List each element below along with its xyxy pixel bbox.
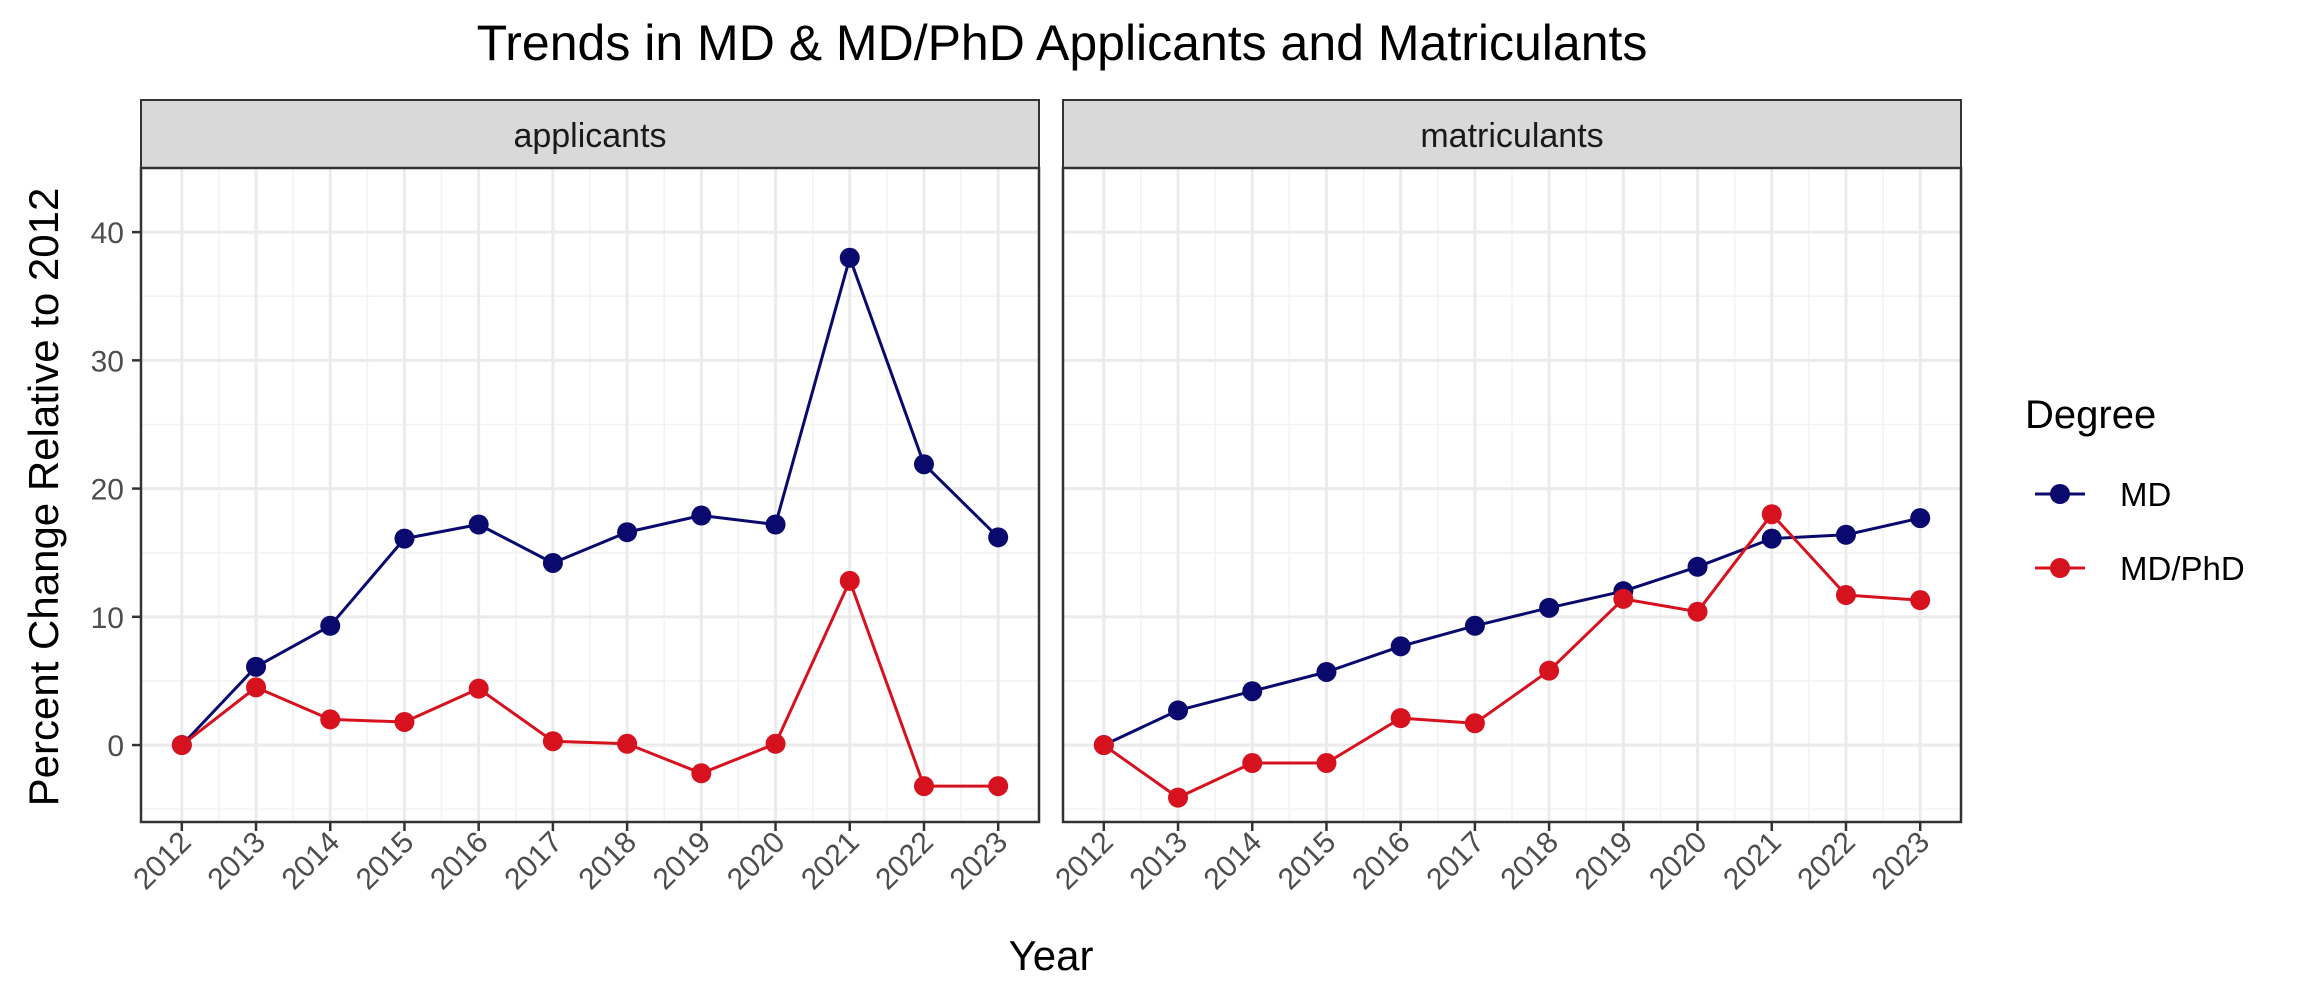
y-tick-label: 0 bbox=[107, 730, 124, 763]
data-point-md bbox=[1539, 597, 1560, 618]
data-point-mdphd bbox=[1093, 735, 1114, 756]
data-point-md bbox=[765, 514, 786, 535]
data-point-md bbox=[839, 247, 860, 268]
x-axis-title: Year bbox=[1009, 932, 1094, 979]
data-point-mdphd bbox=[839, 570, 860, 591]
data-point-mdphd bbox=[1390, 708, 1411, 729]
data-point-mdphd bbox=[1613, 588, 1634, 609]
panel-strip-label: matriculants bbox=[1420, 117, 1603, 155]
chart-title: Trends in MD & MD/PhD Applicants and Mat… bbox=[477, 15, 1648, 71]
legend-title: Degree bbox=[2025, 393, 2156, 437]
plot-area bbox=[139, 166, 1041, 824]
plot-area bbox=[1061, 166, 1963, 824]
data-point-mdphd bbox=[320, 709, 341, 730]
data-point-mdphd bbox=[1835, 585, 1856, 606]
data-point-md bbox=[1910, 508, 1931, 529]
data-point-mdphd bbox=[1539, 660, 1560, 681]
y-axis-title: Percent Change Relative to 2012 bbox=[20, 188, 67, 807]
panel-applicants: applicants bbox=[139, 99, 1041, 824]
data-point-mdphd bbox=[691, 763, 712, 784]
legend-key-point-md bbox=[2050, 484, 2070, 504]
data-point-md bbox=[1687, 556, 1708, 577]
data-point-mdphd bbox=[1316, 753, 1337, 774]
panel-strip-label: applicants bbox=[513, 117, 666, 155]
data-point-mdphd bbox=[617, 733, 638, 754]
y-tick-label: 40 bbox=[91, 217, 124, 250]
legend-entry-mdphd: MD/PhD bbox=[2035, 550, 2245, 587]
y-tick-label: 10 bbox=[91, 602, 124, 635]
panel-strip bbox=[1062, 99, 1962, 169]
data-point-md bbox=[394, 528, 415, 549]
series-line-mdphd bbox=[180, 579, 999, 788]
y-axis-ticks: 0 10 20 30 40 bbox=[91, 217, 141, 763]
data-point-mdphd bbox=[765, 733, 786, 754]
data-point-mdphd bbox=[542, 731, 563, 752]
data-point-mdphd bbox=[913, 776, 934, 797]
data-point-md bbox=[1168, 700, 1189, 721]
data-point-mdphd bbox=[1242, 753, 1263, 774]
data-point-mdphd bbox=[394, 711, 415, 732]
data-point-mdphd bbox=[1910, 590, 1931, 611]
legend-key-point-mdphd bbox=[2050, 558, 2070, 578]
data-point-mdphd bbox=[1761, 504, 1782, 525]
series-line-md bbox=[180, 256, 1000, 747]
data-point-md bbox=[1761, 528, 1782, 549]
panel-matriculants: matriculants bbox=[1061, 99, 1963, 824]
legend-label-md: MD bbox=[2120, 476, 2171, 513]
plot-border bbox=[139, 166, 1041, 824]
data-point-md bbox=[1316, 661, 1337, 682]
data-point-md bbox=[542, 552, 563, 573]
data-point-md bbox=[468, 514, 489, 535]
data-point-mdphd bbox=[1687, 601, 1708, 622]
series-line-md bbox=[1103, 516, 1921, 747]
legend-entry-md: MD bbox=[2035, 476, 2171, 513]
data-point-md bbox=[246, 656, 267, 677]
legend-label-mdphd: MD/PhD bbox=[2120, 550, 2245, 587]
legend: Degree MD MD/PhD bbox=[2025, 393, 2245, 587]
data-point-md bbox=[320, 615, 341, 636]
data-point-md bbox=[617, 522, 638, 543]
data-point-md bbox=[691, 505, 712, 526]
panel-strip bbox=[140, 99, 1040, 169]
data-point-mdphd bbox=[988, 776, 1009, 797]
data-point-mdphd bbox=[1464, 713, 1485, 734]
data-point-md bbox=[1390, 636, 1411, 657]
data-point-md bbox=[1242, 681, 1263, 702]
plot-border bbox=[1061, 166, 1963, 824]
data-point-md bbox=[988, 527, 1009, 548]
y-tick-label: 30 bbox=[91, 345, 124, 378]
data-point-md bbox=[913, 454, 934, 475]
data-point-mdphd bbox=[246, 677, 267, 698]
series-line-mdphd bbox=[1102, 512, 1921, 800]
data-point-mdphd bbox=[171, 735, 192, 756]
data-point-md bbox=[1835, 524, 1856, 545]
data-point-mdphd bbox=[468, 678, 489, 699]
y-tick-label: 20 bbox=[91, 474, 124, 507]
data-point-md bbox=[1464, 615, 1485, 636]
data-point-mdphd bbox=[1168, 787, 1189, 808]
